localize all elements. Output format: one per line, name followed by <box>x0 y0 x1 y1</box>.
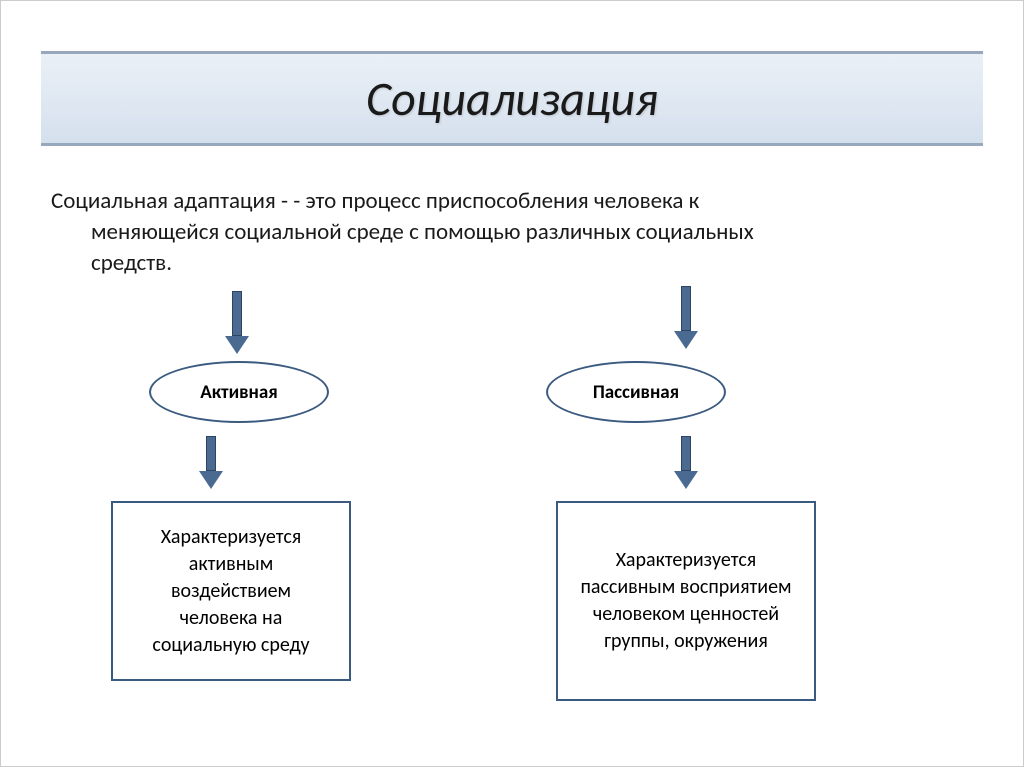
title-bar: Социализация <box>41 51 983 146</box>
box-passive: Характеризуется пассивным восприятием че… <box>556 501 816 701</box>
ellipse-active-label: Активная <box>200 381 278 404</box>
definition-line-3: средств. <box>51 248 973 279</box>
definition-text: Социальная адаптация - - это процесс при… <box>51 186 973 279</box>
ellipse-passive: Пассивная <box>546 361 726 423</box>
box-passive-text: Характеризуется пассивным восприятием че… <box>576 547 796 655</box>
arrow-down-icon <box>206 436 214 489</box>
page-title: Социализация <box>366 69 658 128</box>
arrow-down-icon <box>232 291 240 354</box>
definition-line-2: меняющейся социальной среде с помощью ра… <box>51 217 973 248</box>
box-active-text: Характеризуется активным воздействием че… <box>131 524 331 659</box>
box-active: Характеризуется активным воздействием че… <box>111 501 351 681</box>
ellipse-passive-label: Пассивная <box>593 381 679 404</box>
arrow-down-icon <box>681 286 689 349</box>
definition-line-1: Социальная адаптация - - это процесс при… <box>51 187 699 215</box>
ellipse-active: Активная <box>149 361 329 423</box>
arrow-down-icon <box>681 436 689 489</box>
